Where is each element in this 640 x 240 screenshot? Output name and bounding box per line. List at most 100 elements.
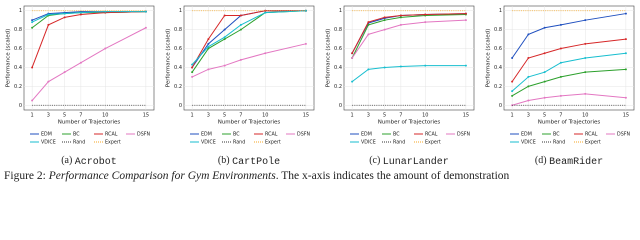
x-tick-label: 7 [239,113,242,119]
point [527,99,530,102]
point [399,16,402,19]
legend-label: EDM [521,132,532,138]
x-axis-label: Number of Trajectories [58,120,121,126]
point [527,75,530,78]
point [511,94,514,97]
series-line [351,14,466,59]
y-axis-label: Performance (scaled) [6,29,12,88]
point [351,80,354,83]
point [383,66,386,69]
y-tick-label: 0.2 [334,84,342,90]
subfigure-name: CartPole [232,156,280,168]
point [584,19,587,22]
point [383,16,386,19]
point [543,52,546,55]
y-axis-label: Performance (scaled) [166,29,172,88]
y-tick-label: 0.4 [334,65,342,71]
subfigure-name: BeamRider [549,156,603,168]
point [304,42,307,45]
point [223,38,226,41]
x-tick-label: 3 [527,113,530,119]
point [207,38,210,41]
figure: Figure 2: Performance Comparison for Gym… [4,5,635,182]
y-tick-label: 0 [499,103,502,109]
y-axis-label: Performance (scaled) [486,29,492,88]
point [207,42,210,45]
point [239,23,242,26]
legend-label: DSFN [617,132,630,138]
subfigure-caption: (d) BeamRider [535,155,603,167]
x-tick-label: 5 [63,113,66,119]
point [511,57,514,59]
y-tick-label: 1 [339,8,342,14]
x-tick-label: 10 [102,113,108,119]
x-tick-label: 7 [399,113,402,119]
subfigure-name: LunarLander [383,156,449,168]
caption-title: Performance Comparison for Gym Environme… [48,170,277,182]
point [239,14,242,17]
caption-text: . The x-axis indicates the amount of dem… [276,170,510,182]
series-line [511,68,626,97]
legend-label: RCAL [425,132,438,138]
point [144,26,147,29]
legend-label: Expert [105,140,121,146]
point [527,33,530,36]
point [383,28,386,31]
point [223,28,226,31]
x-axis-label: Number of Trajectories [218,120,281,126]
legend-label: EDM [361,132,372,138]
point [559,75,562,78]
point [543,71,546,74]
caption-label: Figure 2: [4,170,46,182]
subfigure-name: Acrobot [75,156,117,168]
legend-label: BC [73,132,80,138]
point [399,14,402,17]
legend-label: Rand [233,140,245,146]
x-tick-label: 1 [31,113,34,119]
point [207,47,210,50]
point [527,57,530,59]
y-tick-label: 0 [19,103,22,109]
point [104,47,107,50]
legend-label: VDICE [361,140,376,146]
point [31,66,34,69]
point [399,65,402,68]
point [383,19,386,22]
point [511,90,514,93]
legend-label: Expert [265,140,281,146]
point [31,99,34,102]
point [424,13,427,16]
x-tick-label: 3 [47,113,50,119]
point [367,33,370,36]
y-tick-label: 1 [179,8,182,14]
point [464,12,467,15]
legend-label: RCAL [265,132,278,138]
x-tick-label: 10 [262,113,268,119]
series-line [31,27,147,101]
x-axis-label: Number of Trajectories [538,120,601,126]
point [47,13,50,16]
y-tick-label: 0.6 [494,46,502,52]
point [191,71,194,74]
x-tick-label: 1 [511,113,514,119]
series-line [351,13,466,54]
y-tick-label: 0.6 [334,46,342,52]
x-tick-label: 5 [543,113,546,119]
point [559,47,562,50]
y-tick-label: 0.2 [14,84,22,90]
legend-label: EDM [201,132,212,138]
point [239,28,242,31]
point [207,68,210,71]
point [624,12,627,15]
point [63,71,66,74]
legend-label: VDICE [41,140,56,146]
point [223,14,226,17]
x-tick-label: 5 [383,113,386,119]
point [79,11,82,14]
point [367,68,370,71]
point [584,92,587,95]
y-tick-label: 0 [179,103,182,109]
legend-label: Rand [393,140,405,146]
y-tick-label: 0.8 [494,27,502,33]
y-tick-label: 0.6 [14,46,22,52]
